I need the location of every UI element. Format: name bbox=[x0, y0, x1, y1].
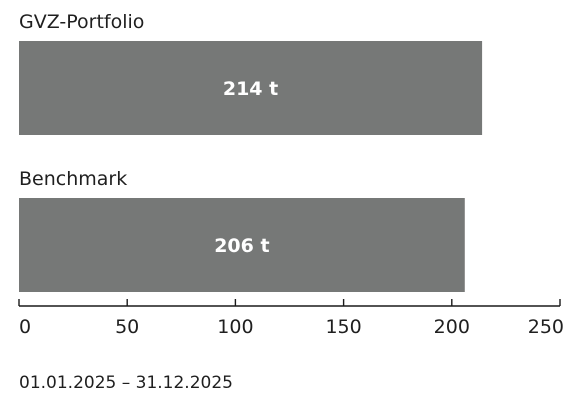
x-tick-label-0: 0 bbox=[19, 316, 31, 338]
bar-gvz-portfolio bbox=[19, 41, 483, 135]
bar-value-label-gvz-portfolio: 214 t bbox=[223, 78, 278, 100]
x-tick-label-50: 50 bbox=[115, 316, 139, 338]
x-axis: 0 50 100 150 200 250 bbox=[18, 299, 564, 338]
x-tick-label-150: 150 bbox=[325, 316, 361, 338]
x-tick-label-100: 100 bbox=[217, 316, 253, 338]
bar-benchmark bbox=[19, 198, 465, 292]
category-label-benchmark: Benchmark bbox=[19, 168, 127, 190]
category-label-gvz-portfolio: GVZ-Portfolio bbox=[19, 11, 144, 33]
bars-layer: GVZ-Portfolio 214 t Benchmark 206 t bbox=[19, 11, 483, 292]
bar-value-label-benchmark: 206 t bbox=[214, 235, 269, 257]
x-tick-label-250: 250 bbox=[528, 316, 564, 338]
x-tick-label-200: 200 bbox=[434, 316, 470, 338]
period-label: 01.01.2025 – 31.12.2025 bbox=[19, 373, 233, 393]
